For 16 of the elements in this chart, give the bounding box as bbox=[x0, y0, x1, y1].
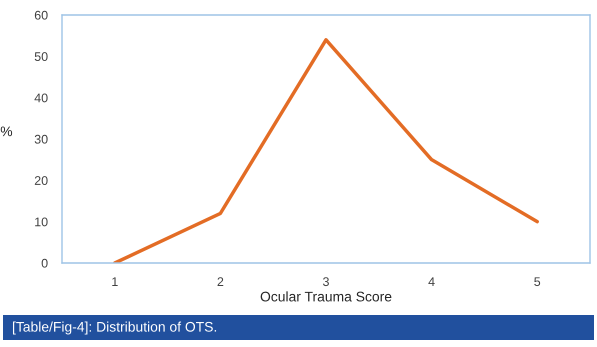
x-tick-label: 5 bbox=[534, 277, 540, 286]
text: [Table/Fig-4]: Distribution of OTS. bbox=[12, 322, 216, 334]
x-axis-title: Ocular Trauma Score bbox=[260, 291, 392, 302]
y-tick-label: 20 bbox=[34, 176, 48, 185]
y-axis-title: % bbox=[0, 126, 12, 136]
x-tick-label: 3 bbox=[323, 277, 329, 286]
y-tick-label: 40 bbox=[34, 93, 48, 102]
y-tick-label: 10 bbox=[35, 217, 48, 226]
y-tick-label: 0 bbox=[42, 258, 48, 268]
x-tick-label: 1 bbox=[112, 277, 118, 286]
y-tick-label: 60 bbox=[34, 10, 48, 20]
line-series bbox=[113, 38, 539, 263]
y-tick-label: 30 bbox=[34, 134, 48, 144]
x-tick-label: 2 bbox=[218, 277, 224, 286]
y-tick-label: 50 bbox=[34, 52, 48, 61]
x-tick-label: 4 bbox=[428, 277, 435, 286]
